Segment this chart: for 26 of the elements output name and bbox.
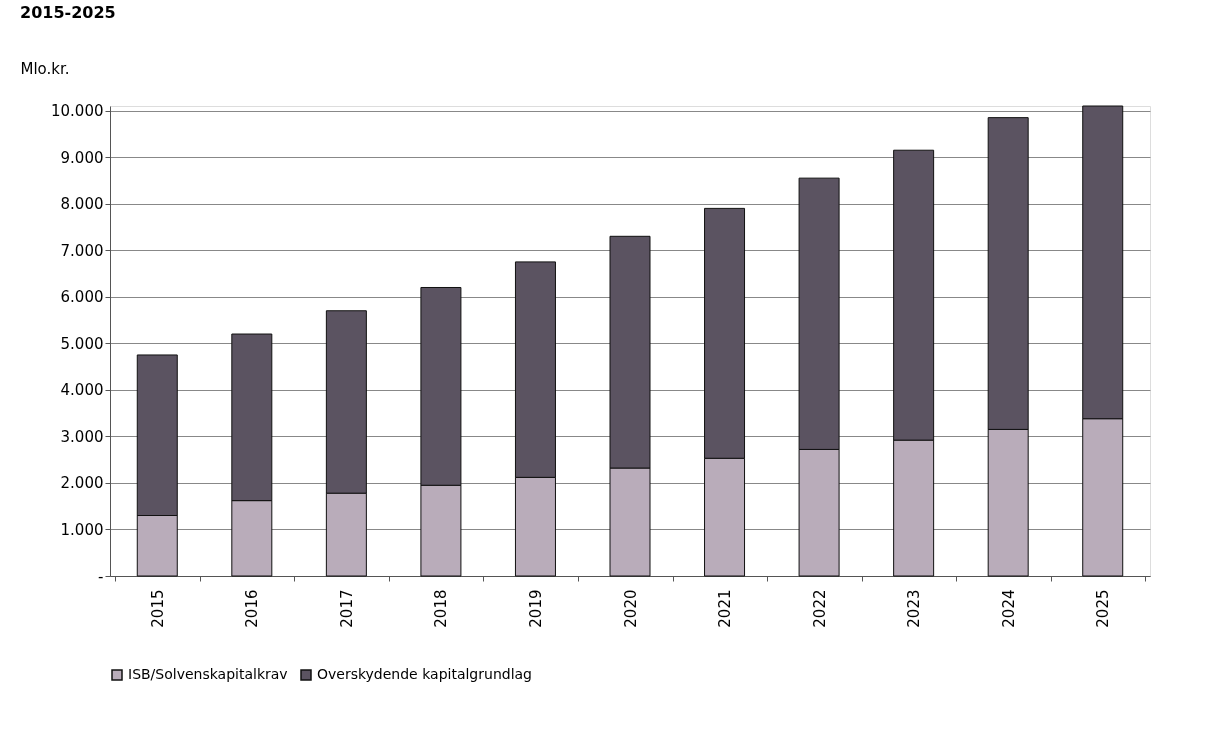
y-tick-label: 5.000	[60, 334, 104, 353]
y-tick-label: 9.000	[60, 148, 104, 167]
y-tick-label: 4.000	[60, 381, 104, 400]
x-tick-label: 2020	[621, 589, 640, 628]
y-axis-title: Mlo.kr.	[20, 59, 70, 78]
x-tick-label: 2024	[999, 589, 1018, 628]
x-tick-label: 2018	[432, 589, 451, 628]
x-tick-label: 2025	[1094, 589, 1113, 628]
y-tick-label: 1.000	[60, 520, 104, 539]
x-tick-label: 2017	[337, 589, 356, 628]
x-tick-label: 2022	[810, 589, 829, 628]
x-tick-label: 2015	[148, 589, 167, 628]
chart-title: 2015-2025	[20, 3, 116, 22]
y-tick-label: 3.000	[60, 427, 104, 446]
y-tick-label: 7.000	[60, 241, 104, 260]
y-tick-label: 6.000	[60, 288, 104, 307]
y-tick-label: 10.000	[51, 102, 104, 121]
legend-label: Overskydende kapitalgrundlag	[317, 666, 532, 682]
y-tick-label: 8.000	[60, 195, 104, 214]
x-tick-label: 2016	[243, 589, 262, 628]
x-tick-label: 2023	[905, 589, 924, 628]
x-tick-label: 2019	[526, 589, 545, 628]
y-tick-label: -	[98, 567, 104, 586]
legend-label: ISB/Solvenskapitalkrav	[128, 666, 288, 682]
x-tick-label: 2021	[716, 589, 735, 628]
y-tick-label: 2.000	[60, 474, 104, 493]
